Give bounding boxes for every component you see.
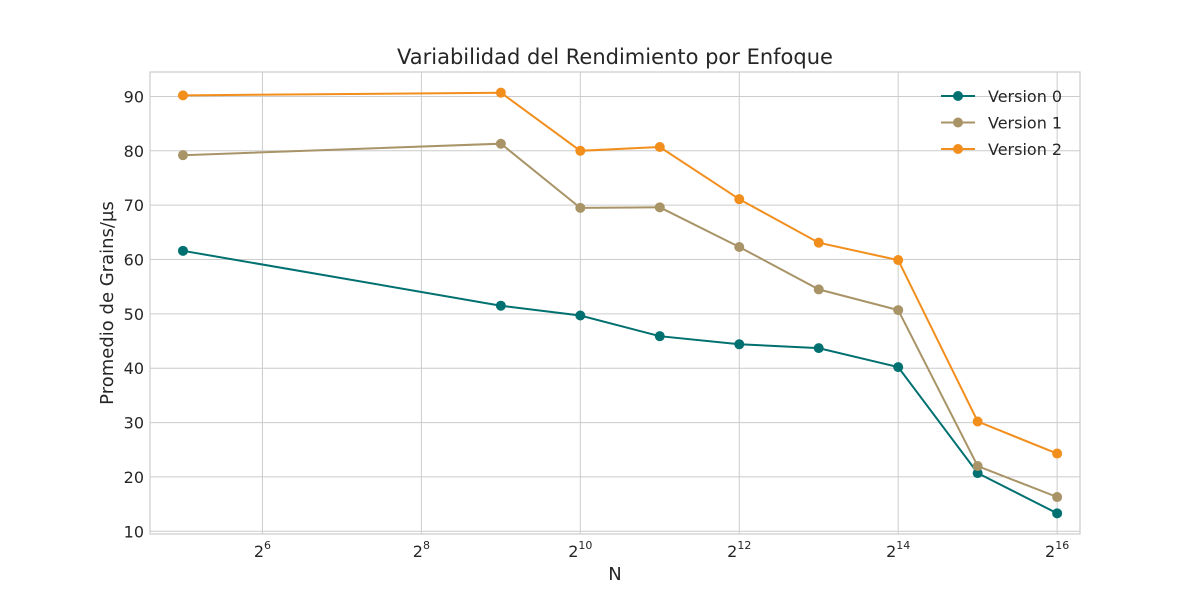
data-point — [495, 87, 506, 98]
data-point — [495, 138, 506, 149]
legend: Version 0 Version 1 Version 2 — [941, 87, 1062, 159]
y-tick-label: 60 — [124, 251, 144, 270]
data-point — [734, 339, 745, 350]
y-tick-label: 80 — [124, 142, 144, 161]
data-point — [893, 362, 904, 373]
data-point — [1052, 448, 1063, 459]
y-axis-label: Promedio de Grains/µs — [97, 201, 118, 405]
x-axis-label: N — [608, 564, 621, 585]
plot-frame — [149, 71, 1081, 535]
y-tick-label: 50 — [124, 305, 144, 324]
y-tick-label: 40 — [124, 359, 144, 378]
legend-marker — [953, 91, 963, 101]
legend-item: Version 1 — [941, 114, 1062, 133]
x-tick-label: 212 — [727, 539, 751, 561]
legend-label: Version 0 — [988, 87, 1062, 106]
series-line — [182, 249, 1058, 515]
data-point — [575, 202, 586, 213]
y-tick-label: 90 — [124, 87, 144, 106]
data-point — [893, 305, 904, 316]
data-point — [813, 284, 824, 295]
data-point — [813, 343, 824, 354]
legend-item: Version 0 — [941, 87, 1062, 106]
data-point — [734, 242, 745, 253]
x-tick-label: 216 — [1045, 539, 1069, 561]
chart-title: Variabilidad del Rendimiento por Enfoque — [397, 45, 833, 69]
legend-label: Version 2 — [988, 140, 1062, 159]
data-point — [1052, 492, 1063, 503]
data-point — [813, 237, 824, 248]
data-point — [575, 145, 586, 156]
x-tick-label: 28 — [413, 539, 430, 561]
y-tick-label: 30 — [124, 414, 144, 433]
series-line — [182, 142, 1058, 498]
series-version-0 — [177, 245, 1063, 519]
legend-marker — [953, 117, 963, 128]
y-tick-label: 10 — [124, 522, 144, 541]
grid — [150, 72, 1080, 534]
data-point — [972, 461, 983, 472]
x-tick-label: 210 — [568, 539, 592, 561]
y-tick-label: 20 — [124, 468, 144, 487]
data-point — [575, 310, 586, 321]
data-point — [177, 150, 188, 161]
data-point — [654, 142, 665, 153]
series-version-2 — [177, 87, 1063, 459]
data-point — [177, 90, 188, 101]
data-point — [654, 331, 665, 342]
series-version-1 — [177, 138, 1063, 503]
series-group — [177, 87, 1063, 519]
x-tick-label: 214 — [886, 539, 910, 561]
x-tick-label: 26 — [254, 539, 271, 561]
legend-marker — [953, 144, 963, 154]
axis-ticks: 26 28 210 212 214 216 10 20 30 40 50 60 70 80 90 — [124, 87, 1070, 561]
legend-label: Version 1 — [988, 114, 1062, 133]
data-point — [972, 468, 983, 479]
data-point — [495, 300, 506, 311]
data-point — [893, 255, 904, 266]
y-tick-label: 70 — [124, 196, 144, 215]
data-point — [1052, 508, 1063, 519]
data-point — [734, 194, 745, 205]
data-point — [654, 202, 665, 213]
data-point — [177, 245, 188, 256]
legend-item: Version 2 — [941, 140, 1062, 159]
data-point — [972, 416, 983, 427]
